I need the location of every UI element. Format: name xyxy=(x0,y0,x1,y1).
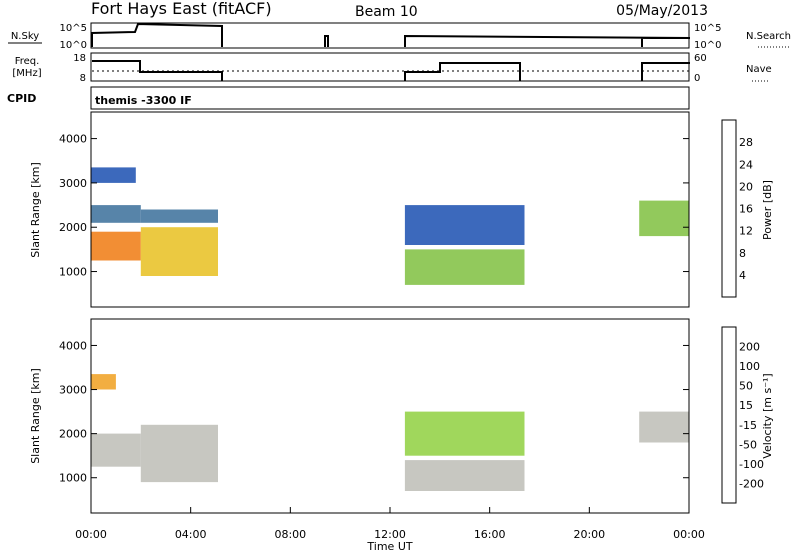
nave-label: Nave xyxy=(746,64,772,75)
velocity-ytick-label-2: 3000 xyxy=(59,384,87,397)
freq-label-1: Freq. xyxy=(15,56,40,67)
beam-label: Beam 10 xyxy=(355,4,418,20)
velocity-colorbar-frame xyxy=(721,326,737,504)
velocity-colorbar-tick-6: -100 xyxy=(739,458,764,471)
power-frame xyxy=(90,111,690,308)
velocity-colorbar-tick-3: 15 xyxy=(739,399,753,412)
velocity-echo-band-2 xyxy=(140,424,218,483)
cpid-panel: CPID themis -3300 IF xyxy=(7,86,690,110)
nsearch-tick-bottom: 10^0 xyxy=(694,40,721,51)
velocity-colorbar-tick-4: -15 xyxy=(739,419,757,432)
velocity-colorbar-tick-5: -50 xyxy=(739,438,757,451)
time-xtick-label-2: 08:00 xyxy=(274,528,306,541)
velocity-echo-band-5 xyxy=(639,411,689,443)
power-colorbar-tick-2: 12 xyxy=(739,225,753,238)
nsky-label: N.Sky xyxy=(11,31,39,42)
velocity-echo-band-3 xyxy=(404,460,525,491)
power-echo-band-4 xyxy=(140,209,218,223)
nsearch-label: N.Search xyxy=(746,31,791,42)
power-colorbar: 4 8 12 16 20 24 28 xyxy=(721,119,753,298)
power-colorbar-tick-5: 24 xyxy=(739,158,753,171)
power-colorbar-tick-1: 8 xyxy=(739,247,746,260)
time-xtick-label-0: 00:00 xyxy=(75,528,107,541)
power-echo-band-2 xyxy=(91,167,136,183)
velocity-y-label: Slant Range [km] xyxy=(29,368,42,464)
time-xtick-label-5: 20:00 xyxy=(573,528,605,541)
nsearch-tick-top: 10^5 xyxy=(694,23,721,34)
velocity-ytick-label-1: 2000 xyxy=(59,428,87,441)
cpid-label: CPID xyxy=(7,92,36,105)
power-echo-band-3 xyxy=(140,227,218,276)
power-y-label: Slant Range [km] xyxy=(29,162,42,258)
cpid-value: themis -3300 IF xyxy=(95,94,192,107)
power-colorbar-label: Power [dB] xyxy=(761,180,774,240)
velocity-echo-band-4 xyxy=(404,411,525,456)
time-x-label: Time UT xyxy=(366,540,412,553)
freq-panel: Freq. [MHz] 18 8 60 0 Nave xyxy=(12,52,772,84)
power-ytick-label-2: 3000 xyxy=(59,177,87,190)
freq-tick-top: 18 xyxy=(73,53,86,64)
nave-tick-bottom: 0 xyxy=(694,73,700,84)
velocity-ytick-label-3: 4000 xyxy=(59,339,87,352)
power-colorbar-tick-6: 28 xyxy=(739,136,753,149)
power-ytick-label-1: 2000 xyxy=(59,221,87,234)
velocity-colorbar-tick-0: 200 xyxy=(739,341,760,354)
velocity-echo-band-0 xyxy=(91,433,141,467)
freq-frame xyxy=(90,52,690,82)
velocity-colorbar-tick-1: 100 xyxy=(739,360,760,373)
time-xtick-label-1: 04:00 xyxy=(175,528,207,541)
velocity-echo-bands xyxy=(91,374,689,491)
station-title: Fort Hays East (fitACF) xyxy=(91,0,272,18)
time-x-ticks: 00:00 04:00 08:00 12:00 16:00 20:00 00:00 xyxy=(75,507,705,541)
power-y-ticks: 1000 2000 3000 4000 xyxy=(59,133,689,279)
power-colorbar-tick-3: 16 xyxy=(739,203,753,216)
velocity-colorbar-tick-7: -200 xyxy=(739,477,764,490)
cpid-frame xyxy=(90,86,690,110)
power-colorbar-frame xyxy=(721,119,737,298)
velocity-plot-bg xyxy=(91,319,689,513)
freq-tick-bottom: 8 xyxy=(80,73,86,84)
power-ytick-label-3: 4000 xyxy=(59,133,87,146)
nsky-frame xyxy=(90,22,690,49)
freq-label-2: [MHz] xyxy=(12,68,41,79)
power-echo-band-0 xyxy=(91,231,141,261)
velocity-ytick-label-0: 1000 xyxy=(59,472,87,485)
time-xtick-label-6: 00:00 xyxy=(673,528,705,541)
date-label: 05/May/2013 xyxy=(616,3,708,19)
velocity-colorbar-tick-2: 50 xyxy=(739,380,753,393)
nave-tick-top: 60 xyxy=(694,53,707,64)
velocity-echo-band-1 xyxy=(91,374,116,390)
power-echo-band-6 xyxy=(404,205,525,245)
velocity-colorbar-label: Velocity [m s⁻¹] xyxy=(761,373,774,458)
power-echo-band-7 xyxy=(639,200,689,237)
power-colorbar-tick-4: 20 xyxy=(739,180,753,193)
velocity-y-ticks: 1000 2000 3000 4000 xyxy=(59,339,689,485)
power-echo-band-1 xyxy=(91,205,141,223)
nsky-tick-bottom: 10^0 xyxy=(60,40,87,51)
power-echo-bands xyxy=(91,167,689,285)
velocity-colorbar: 200 100 50 15 -15 -50 -100 -200 xyxy=(721,326,764,504)
power-ytick-label-0: 1000 xyxy=(59,266,87,279)
power-panel: 1000 2000 3000 4000 Slant Range [km] 4 8 12 16… xyxy=(29,111,774,308)
nsky-trace xyxy=(91,22,691,47)
time-xtick-label-4: 16:00 xyxy=(474,528,506,541)
velocity-panel: 1000 2000 3000 4000 Slant Range [km] 200 100… xyxy=(29,318,774,553)
power-colorbar-tick-0: 4 xyxy=(739,269,746,282)
power-echo-band-5 xyxy=(404,249,525,285)
nsky-panel: N.Sky 10^5 10^0 10^5 10^0 N.Search xyxy=(8,22,791,51)
nsky-tick-top: 10^5 xyxy=(60,23,87,34)
freq-trace xyxy=(92,60,690,81)
time-xtick-label-3: 12:00 xyxy=(374,528,406,541)
